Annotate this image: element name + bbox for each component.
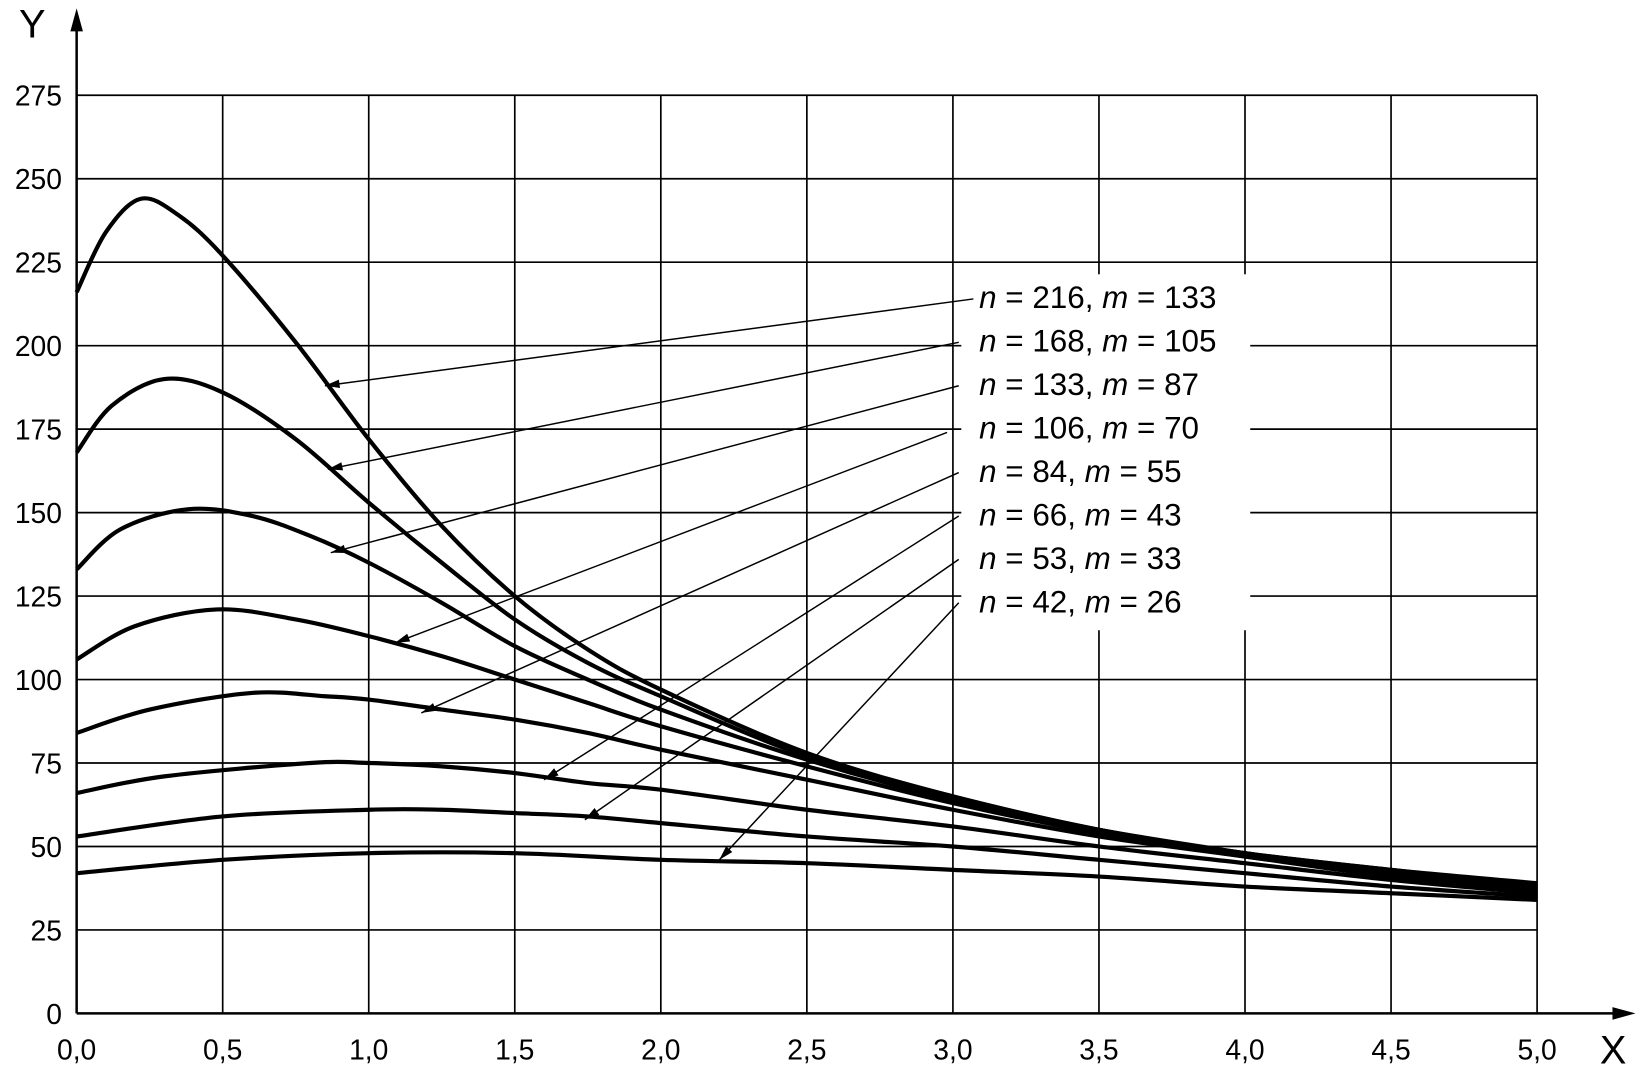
series-curve-3 [75, 506, 1538, 889]
y-tick-label: 250 [15, 163, 62, 195]
italic-variable: n [979, 280, 996, 315]
series-label: n = 53, m = 33 [979, 541, 1181, 576]
y-tick-label: 275 [15, 80, 62, 112]
italic-variable: m [1102, 323, 1128, 358]
arrows [324, 298, 974, 861]
arrowhead-icon [327, 462, 344, 471]
y-tick-label: 100 [15, 664, 62, 696]
series-curve-5 [76, 690, 1538, 892]
label-background [961, 274, 1251, 631]
series-curve-7 [76, 807, 1538, 899]
label-text: = 133, [997, 367, 1103, 402]
curves [74, 196, 1538, 902]
arrow-line [324, 298, 974, 387]
italic-variable: m [1102, 280, 1128, 315]
series-label: n = 106, m = 70 [979, 410, 1199, 445]
x-tick-label: 3,5 [1079, 1033, 1118, 1065]
arrowhead-icon [324, 379, 340, 388]
italic-variable: n [979, 323, 996, 358]
italic-variable: n [979, 367, 996, 402]
label-text: = 133 [1128, 280, 1216, 315]
series-label: n = 216, m = 133 [979, 280, 1216, 315]
x-tick-label: 4,0 [1225, 1033, 1264, 1065]
label-text: = 84, [997, 454, 1085, 489]
label-text: = 106, [997, 410, 1103, 445]
arrowhead-icon [719, 846, 733, 860]
italic-variable: m [1085, 541, 1111, 576]
y-tick-label: 225 [15, 247, 62, 279]
x-tick-label: 1,5 [495, 1033, 534, 1065]
italic-variable: n [979, 585, 996, 620]
arrow-line [394, 431, 948, 644]
series-label: n = 84, m = 55 [979, 454, 1181, 489]
y-tick-label: 0 [46, 998, 62, 1030]
y-tick-label: 200 [15, 330, 62, 362]
series-label: n = 133, m = 87 [979, 367, 1199, 402]
label-text: = 66, [997, 498, 1085, 533]
label-text: = 26 [1111, 585, 1182, 620]
x-axis-arrow-icon [1612, 1007, 1636, 1020]
series-label: n = 168, m = 105 [979, 323, 1216, 358]
y-tick-label: 75 [31, 747, 62, 779]
series-label: n = 42, m = 26 [979, 585, 1181, 620]
label-text: = 216, [997, 280, 1103, 315]
y-tick-label: 25 [31, 914, 62, 946]
arrowhead-icon [584, 807, 600, 820]
y-tick-label: 150 [15, 497, 62, 529]
x-tick-label: 3,0 [933, 1033, 972, 1065]
y-axis-label: Y [19, 3, 46, 47]
series-curve-8 [76, 850, 1538, 902]
label-text: = 55 [1111, 454, 1182, 489]
label-text: = 53, [997, 541, 1085, 576]
label-text: = 70 [1128, 410, 1199, 445]
arrowhead-icon [421, 703, 437, 713]
italic-variable: m [1102, 367, 1128, 402]
arrowhead-icon [395, 633, 411, 643]
italic-variable: m [1102, 410, 1128, 445]
arrow-line [543, 515, 960, 781]
arrow-line [330, 385, 959, 554]
italic-variable: m [1085, 498, 1111, 533]
x-tick-label: 0,0 [57, 1033, 96, 1065]
series-label: n = 66, m = 43 [979, 498, 1181, 533]
italic-variable: m [1085, 585, 1111, 620]
tick-labels: 0,0 0,5 1,0 1,5 2,0 2,5 3,0 3,5 4,0 4,5 5,0 0 25 50 75… [15, 80, 1557, 1066]
x-tick-label: 1,0 [349, 1033, 388, 1065]
italic-variable: n [979, 541, 996, 576]
x-tick-label: 2,5 [787, 1033, 826, 1065]
x-tick-label: 4,5 [1371, 1033, 1410, 1065]
italic-variable: n [979, 410, 996, 445]
arrowhead-icon [543, 768, 559, 780]
italic-variable: n [979, 498, 996, 533]
axes [70, 8, 1636, 1020]
label-box [961, 274, 1251, 631]
x-axis-label: X [1600, 1029, 1627, 1071]
label-text: = 87 [1128, 367, 1199, 402]
label-text: = 168, [997, 323, 1103, 358]
y-tick-label: 50 [31, 831, 62, 863]
arrowhead-icon [330, 544, 346, 553]
x-tick-label: 2,0 [641, 1033, 680, 1065]
series-curve-6 [76, 759, 1538, 896]
arrow-line [718, 602, 960, 861]
label-text: = 43 [1111, 498, 1182, 533]
y-axis-arrow-icon [70, 8, 83, 32]
arrow-line [327, 341, 959, 470]
grid [76, 94, 1538, 1014]
label-text: = 105 [1128, 323, 1216, 358]
x-tick-label: 0,5 [203, 1033, 242, 1065]
arrow-line [584, 558, 960, 821]
label-text: = 33 [1111, 541, 1182, 576]
y-tick-label: 175 [15, 414, 62, 446]
italic-variable: n [979, 454, 996, 489]
arrow-line [421, 471, 960, 714]
y-tick-label: 125 [15, 581, 62, 613]
label-text: = 42, [997, 585, 1085, 620]
italic-variable: m [1085, 454, 1111, 489]
x-tick-label: 5,0 [1517, 1033, 1556, 1065]
